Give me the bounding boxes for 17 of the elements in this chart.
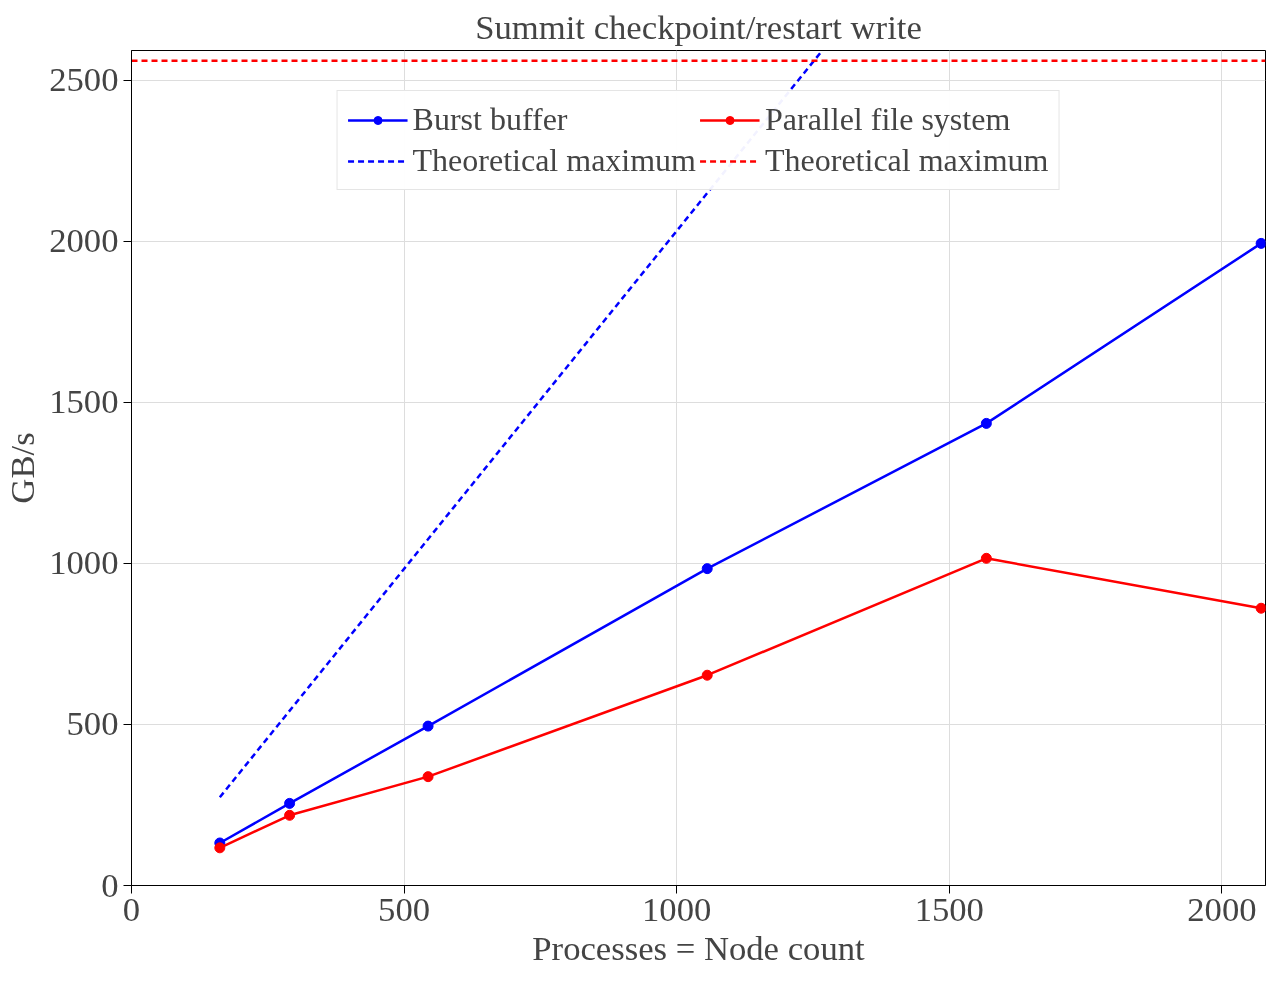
y-tick-label: 0 — [101, 865, 119, 904]
y-tick-label: 1000 — [49, 543, 119, 582]
legend-label: Theoretical maximum — [412, 142, 696, 179]
x-tick-label: 500 — [378, 889, 431, 928]
x-tick-label: 1000 — [642, 889, 712, 928]
y-tick-label: 2500 — [49, 60, 119, 99]
x-axis-title: Processes = Node count — [532, 928, 866, 967]
y-tick-label: 1500 — [49, 382, 119, 421]
chart-title: Summit checkpoint/restart write — [475, 7, 922, 46]
legend-label: Parallel file system — [765, 101, 1011, 138]
y-tick-label: 500 — [66, 704, 119, 743]
x-tick-label: 1500 — [914, 889, 984, 928]
legend-label: Theoretical maximum — [765, 142, 1049, 179]
y-tick-label: 2000 — [49, 221, 119, 260]
legend-label: Burst buffer — [412, 101, 569, 138]
y-axis-title: GB/s — [3, 432, 42, 504]
x-tick-label: 2000 — [1187, 889, 1257, 928]
